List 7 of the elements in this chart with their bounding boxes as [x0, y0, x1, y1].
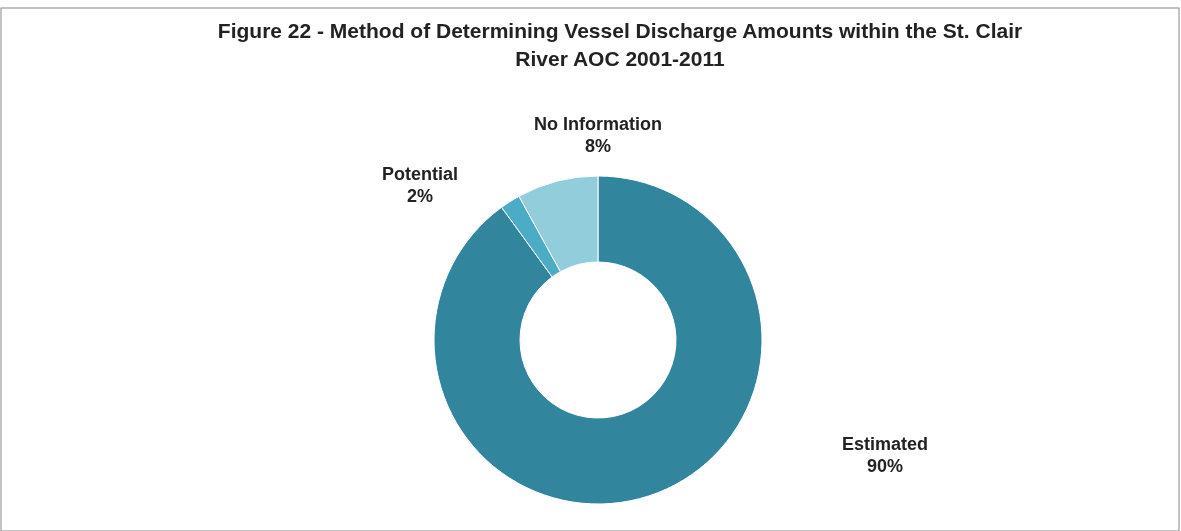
- data-label: 90%: [866, 456, 904, 476]
- slice-label: No Information: [534, 114, 662, 134]
- chart-title: Figure 22 - Method of Determining Vessel Discharge Amounts within the St. Clair River AOC 2001-2011: [217, 19, 1023, 70]
- slice-label: Estimated: [841, 434, 929, 454]
- data-label: 2%: [406, 186, 434, 206]
- data-label: 8%: [584, 136, 612, 156]
- slice-label: Potential: [381, 164, 459, 184]
